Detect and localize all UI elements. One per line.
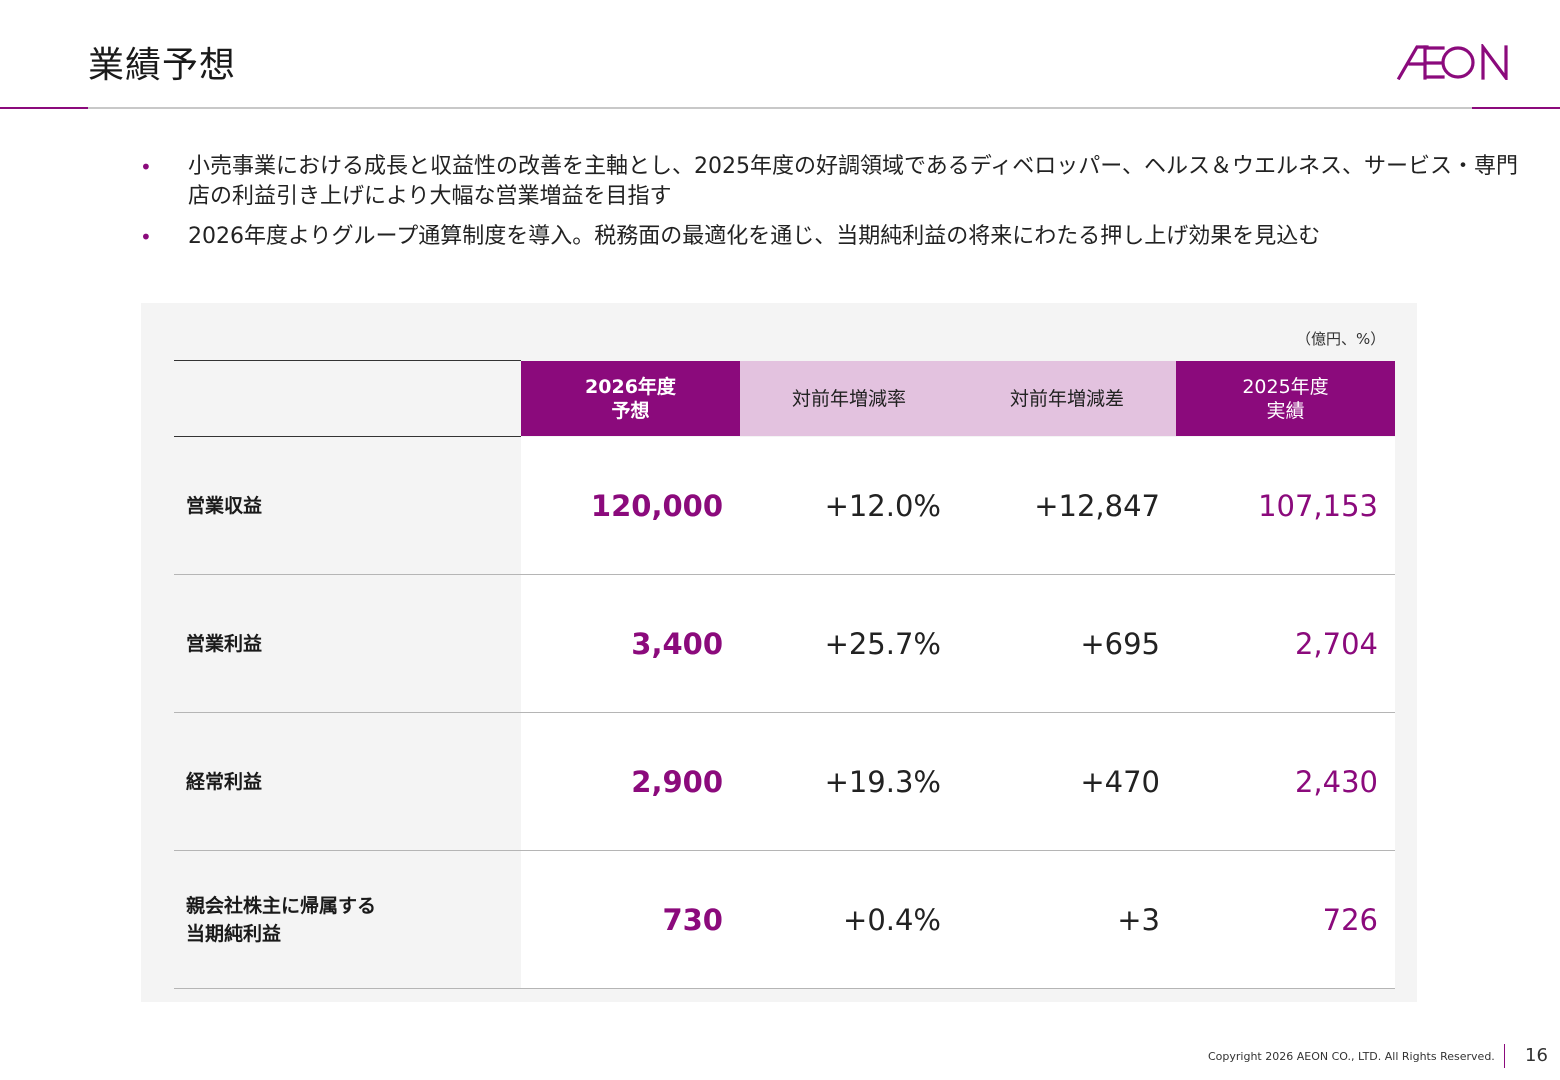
actual-value: 2,704 xyxy=(1294,626,1378,661)
table-header-rule xyxy=(174,436,521,437)
table-row: 営業収益 120,000 +12.0% +12,847 107,153 xyxy=(174,437,1395,575)
col-header-line: 実績 xyxy=(1266,399,1305,422)
row-label-line: 当期純利益 xyxy=(186,922,282,945)
col-header-actual: 2025年度 実績 xyxy=(1176,361,1395,436)
col-header-diff: 対前年増減差 xyxy=(958,361,1176,436)
actual-value: 2,430 xyxy=(1294,764,1378,799)
rate-value: +25.7% xyxy=(824,626,941,661)
row-label: 営業利益 xyxy=(186,632,263,655)
rate-value: +0.4% xyxy=(843,902,941,937)
bullet-list: • 小売事業における成長と収益性の改善を主軸とし、2025年度の好調領域であるデ… xyxy=(140,152,1520,252)
col-header-line: 予想 xyxy=(611,399,650,422)
rate-value: +12.0% xyxy=(824,488,941,523)
col-header-line: 2026年度 xyxy=(585,375,676,398)
col-header-line: 2025年度 xyxy=(1242,375,1329,398)
bullet-dot-icon: • xyxy=(140,155,152,179)
row-divider xyxy=(174,712,1395,713)
forecast-value: 730 xyxy=(662,902,723,937)
row-label: 営業収益 xyxy=(186,494,263,517)
actual-value: 726 xyxy=(1322,902,1378,937)
page-number: 16 xyxy=(1525,1045,1548,1066)
diff-value: +695 xyxy=(1080,626,1160,661)
row-label-line: 親会社株主に帰属する xyxy=(186,894,377,917)
bullet-item: • 小売事業における成長と収益性の改善を主軸とし、2025年度の好調領域であるデ… xyxy=(140,152,1520,212)
rate-value: +19.3% xyxy=(824,764,941,799)
row-label: 経常利益 xyxy=(186,770,263,793)
col-header-rate: 対前年増減率 xyxy=(740,361,958,436)
bullet-item: • 2026年度よりグループ通算制度を導入。税務面の最適化を通じ、当期純利益の将… xyxy=(140,222,1520,252)
forecast-value: 3,400 xyxy=(631,626,723,661)
table-row: 親会社株主に帰属する 当期純利益 730 +0.4% +3 726 xyxy=(174,851,1395,989)
actual-value: 107,153 xyxy=(1258,488,1378,523)
row-divider xyxy=(174,988,1395,989)
page-title: 業績予想 xyxy=(88,45,237,86)
diff-value: +3 xyxy=(1117,902,1160,937)
diff-value: +12,847 xyxy=(1034,488,1160,523)
header-accent-right xyxy=(1472,107,1560,109)
bullet-text: 小売事業における成長と収益性の改善を主軸とし、2025年度の好調領域であるディベ… xyxy=(188,154,1519,209)
row-label: 親会社株主に帰属する 当期純利益 xyxy=(186,851,516,988)
diff-value: +470 xyxy=(1080,764,1160,799)
header-accent-left xyxy=(0,107,88,109)
forecast-value: 2,900 xyxy=(631,764,723,799)
aeon-logo xyxy=(1396,44,1508,80)
footer-divider xyxy=(1504,1044,1505,1068)
col-header-line: 対前年増減率 xyxy=(791,387,906,410)
col-header-forecast: 2026年度 予想 xyxy=(521,361,740,436)
table-row: 営業利益 3,400 +25.7% +695 2,704 xyxy=(174,575,1395,713)
bullet-dot-icon: • xyxy=(140,225,152,249)
header-divider xyxy=(0,107,1560,109)
bullet-text: 2026年度よりグループ通算制度を導入。税務面の最適化を通じ、当期純利益の将来に… xyxy=(188,224,1321,249)
row-divider xyxy=(174,850,1395,851)
copyright-text: Copyright 2026 AEON CO., LTD. All Rights… xyxy=(1208,1050,1495,1063)
row-divider xyxy=(174,574,1395,575)
forecast-value: 120,000 xyxy=(590,488,723,523)
unit-note: （億円、%） xyxy=(1296,330,1386,348)
table-top-rule xyxy=(174,360,521,361)
table-row: 経常利益 2,900 +19.3% +470 2,430 xyxy=(174,713,1395,851)
col-header-line: 対前年増減差 xyxy=(1009,387,1124,410)
